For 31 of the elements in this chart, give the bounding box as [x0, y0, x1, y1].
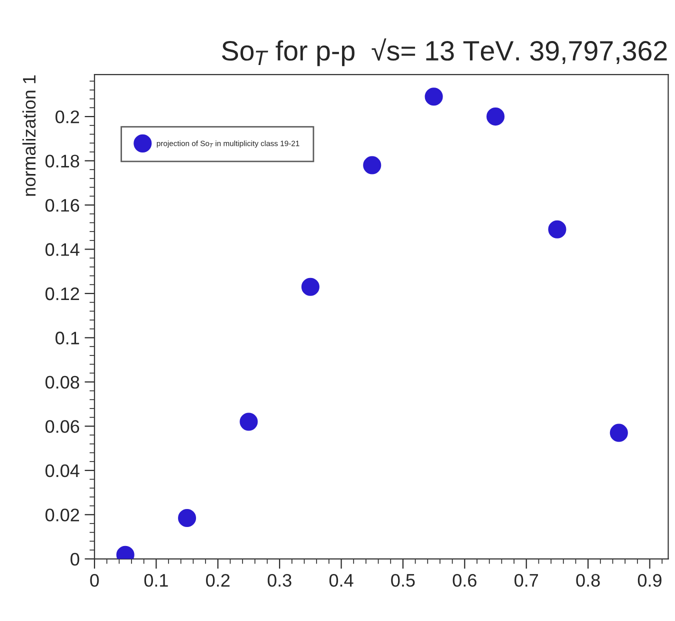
y-axis-title: normalization 1: [22, 75, 36, 196]
x-tick-label: 0.4: [329, 574, 354, 587]
y-tick-label: 0.08: [45, 376, 80, 389]
x-tick-label: 0.5: [391, 574, 415, 587]
y-tick-label: 0.02: [45, 508, 80, 522]
point: [548, 220, 566, 238]
x-tick-label: 0.3: [268, 574, 292, 587]
x-tick-label: 0.2: [206, 574, 230, 587]
x-tick-label: 0.8: [576, 574, 600, 587]
y-tick-label: 0.18: [45, 154, 80, 168]
point: [240, 412, 258, 431]
point: [486, 108, 505, 126]
point: [363, 156, 382, 174]
y-tick-label: 0.2: [56, 110, 80, 124]
y-tick-label: 0.12: [45, 287, 80, 300]
x-tick-label: 0.7: [514, 574, 538, 587]
y-tick-label: 0.14: [45, 243, 80, 256]
point: [301, 278, 320, 296]
x-tick-label: 0.9: [638, 574, 662, 587]
point: [178, 508, 196, 528]
y-tick-label: 0.1: [56, 332, 80, 344]
x-tick-label: 0: [90, 574, 99, 587]
y-tick-label: 0: [70, 552, 80, 566]
x-tick-label: 0.1: [144, 574, 168, 587]
chart-title: So$_{T}$ for p-p √s= 13 TeV. 39,797,362: [222, 38, 667, 66]
point: [610, 424, 628, 442]
y-tick-label: 0.16: [45, 198, 80, 212]
y-tick-label: 0.04: [45, 464, 80, 478]
point: [424, 88, 443, 106]
x-tick-label: 0.6: [452, 574, 476, 587]
y-tick-label: 0.06: [45, 420, 80, 433]
